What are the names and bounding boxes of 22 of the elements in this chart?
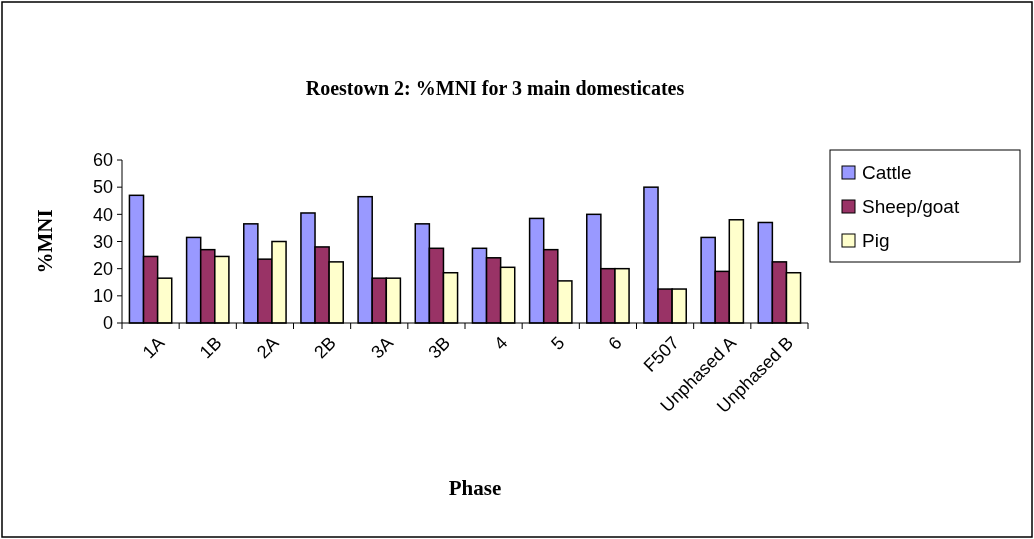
y-tick-label: 40 (92, 204, 113, 225)
legend-label: Pig (862, 229, 890, 251)
x-tick-label: 2B (310, 332, 340, 363)
y-tick-label: 0 (102, 313, 113, 334)
y-axis-title: %MNI (33, 209, 57, 274)
x-tick-label: 3A (367, 332, 397, 363)
chart-title: Roestown 2: %MNI for 3 main domesticates (305, 77, 685, 99)
legend-label: Sheep/goat (862, 195, 960, 217)
x-tick-label: 6 (604, 332, 626, 354)
y-tick-label: 30 (92, 231, 113, 252)
y-tick-label: 10 (92, 286, 113, 307)
x-axis-title: Phase (448, 476, 502, 500)
legend-label: Cattle (862, 161, 912, 183)
y-tick-label: 50 (92, 177, 113, 198)
x-tick-label: 1B (195, 332, 226, 363)
y-tick-label: 20 (92, 258, 113, 279)
x-tick-label: 5 (547, 332, 569, 354)
x-tick-label: 4 (490, 332, 512, 354)
y-tick-label: 60 (92, 150, 113, 171)
x-tick-label: 2A (252, 332, 283, 363)
x-tick-label: 3B (424, 332, 455, 363)
x-tick-label: 1A (138, 332, 169, 363)
